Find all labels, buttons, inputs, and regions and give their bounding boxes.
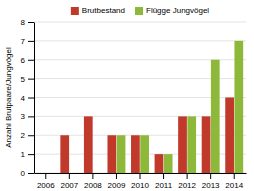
grid-line — [34, 22, 246, 23]
tick-mark — [45, 173, 46, 179]
tick-label: 2014 — [225, 181, 243, 190]
bar — [60, 135, 69, 173]
tick: 0 — [21, 169, 34, 178]
bar-series — [117, 41, 244, 173]
tick-label: 2011 — [155, 181, 173, 190]
tick-mark — [116, 173, 117, 179]
grid — [34, 22, 246, 173]
bar — [211, 60, 220, 173]
plot: 0 1 2 3 4 5 6 7 8 2006 2007 2008 2009 2010 2011 2012 201… — [21, 18, 247, 190]
legend-swatch — [135, 7, 143, 15]
tick: 2013 — [202, 173, 220, 190]
tick: 2007 — [60, 173, 78, 190]
tick-label: 0 — [21, 169, 26, 178]
tick-mark — [210, 173, 211, 179]
tick-mark — [28, 98, 34, 99]
legend-label: Brutbestand — [82, 6, 125, 15]
bar — [187, 116, 196, 173]
legend-swatch — [71, 7, 79, 15]
bar — [178, 116, 187, 173]
tick-mark — [28, 22, 34, 23]
grid-line — [34, 40, 246, 41]
tick: 5 — [21, 75, 34, 84]
bar — [234, 41, 243, 173]
tick-mark — [28, 116, 34, 117]
tick: 6 — [21, 56, 34, 65]
tick: 2008 — [84, 173, 102, 190]
bar — [107, 135, 116, 173]
bar — [131, 135, 140, 173]
legend-label: Flügge Jungvögel — [146, 6, 209, 15]
tick-label: 2006 — [37, 181, 55, 190]
legend: Brutbestand Flügge Jungvögel — [71, 6, 210, 15]
axis-line — [34, 23, 35, 174]
tick: 2010 — [131, 173, 149, 190]
tick-mark — [92, 173, 93, 179]
bar — [84, 116, 93, 173]
tick-label: 8 — [21, 18, 26, 27]
tick: 7 — [21, 37, 34, 46]
y-axis-title: Anzahl Brutpaare/Jungvögel — [4, 47, 13, 148]
tick-mark — [140, 173, 141, 179]
tick-label: 5 — [21, 75, 26, 84]
tick-mark — [28, 173, 34, 174]
y-axis: 0 1 2 3 4 5 6 7 8 — [21, 18, 35, 178]
tick-mark — [28, 60, 34, 61]
chart: 0 1 2 3 4 5 6 7 8 2006 2007 2008 2009 2010 2011 2012 201… — [0, 0, 254, 191]
bar — [93, 173, 102, 174]
tick-mark — [28, 41, 34, 42]
tick-mark — [234, 173, 235, 179]
bars — [60, 41, 243, 173]
tick-label: 2009 — [108, 181, 126, 190]
bar — [117, 135, 126, 173]
bar — [164, 154, 173, 173]
bar — [225, 98, 234, 174]
tick-label: 2013 — [202, 181, 220, 190]
x-axis: 2006 2007 2008 2009 2010 2011 2012 2013 2014 — [35, 173, 247, 190]
tick: 1 — [21, 150, 34, 159]
tick-mark — [28, 79, 34, 80]
bar-series — [60, 98, 234, 174]
tick-label: 2008 — [84, 181, 102, 190]
tick: 2014 — [225, 173, 243, 190]
tick: 8 — [21, 18, 34, 27]
tick-mark — [28, 154, 34, 155]
tick-label: 4 — [21, 94, 26, 103]
tick-mark — [69, 173, 70, 179]
tick: 2011 — [155, 173, 173, 190]
tick-label: 7 — [21, 37, 26, 46]
bar — [155, 154, 164, 173]
tick: 3 — [21, 112, 34, 121]
tick-label: 2012 — [178, 181, 196, 190]
bar — [202, 116, 211, 173]
legend-item: Brutbestand — [71, 6, 125, 15]
tick: 2006 — [37, 173, 55, 190]
tick-label: 2010 — [131, 181, 149, 190]
bar — [140, 135, 149, 173]
legend-item: Flügge Jungvögel — [135, 6, 209, 15]
tick-label: 3 — [21, 112, 26, 121]
tick-label: 1 — [21, 150, 26, 159]
tick: 2 — [21, 131, 34, 140]
tick-mark — [187, 173, 188, 179]
tick-label: 2007 — [60, 181, 78, 190]
tick: 2012 — [178, 173, 196, 190]
tick-mark — [163, 173, 164, 179]
tick: 2009 — [108, 173, 126, 190]
tick: 4 — [21, 94, 34, 103]
tick-label: 2 — [21, 131, 26, 140]
tick-label: 6 — [21, 56, 26, 65]
bar — [70, 173, 79, 174]
tick-mark — [28, 135, 34, 136]
